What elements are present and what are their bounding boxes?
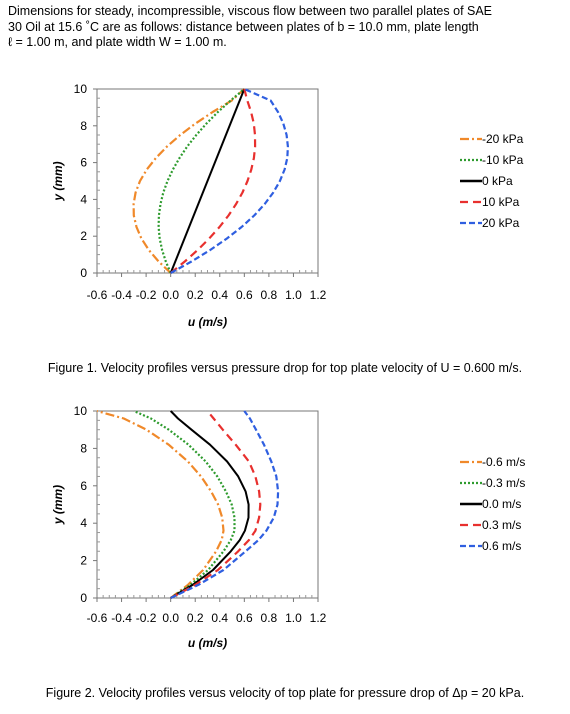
fig2-plot-frame (96, 410, 319, 599)
fig2-series-line-1 (96, 409, 225, 599)
fig1-x-tick-label: 0.6 (236, 288, 253, 302)
problem-statement-line-3: ℓ = 1.00 m, and plate width W = 1.00 m. (8, 35, 227, 49)
fig2-x-tick-label: 0.8 (261, 611, 278, 625)
figure-1-caption: Figure 1. Velocity profiles versus press… (47, 361, 523, 375)
fig2-x-tick-label: 0.4 (211, 611, 228, 625)
fig2-x-tick-label: -0.2 (136, 611, 157, 625)
fig1-x-tick-label: 0.4 (211, 288, 228, 302)
fig2-y-tick-label: 10 (74, 404, 88, 418)
fig2-y-axis-label: y (mm) (51, 485, 65, 525)
fig1-y-axis-label: y (mm) (51, 161, 65, 201)
fig2-series-line-5 (170, 410, 280, 599)
fig1-x-tick-label: 0.8 (261, 288, 278, 302)
figure-1-chart: -0.6 -0.4 -0.2 0.0 0.2 0.4 0.6 0.8 1.0 1.2 0 2 4 6 8 10… (51, 82, 524, 329)
fig1-y-tick-label: 8 (80, 119, 87, 133)
fig2-x-tick-label: 1.2 (310, 611, 327, 625)
fig1-x-tick-label: -0.2 (136, 288, 157, 302)
problem-statement-line-2: 30 Oil at 15.6 ˚C are as follows: distan… (8, 19, 479, 34)
fig1-x-tick-label: 0.0 (162, 288, 179, 302)
fig2-x-tick-label: 0.6 (236, 611, 253, 625)
fig1-series-line-2 (157, 88, 246, 274)
problem-statement-line-1: Dimensions for steady, incompressible, v… (8, 4, 493, 18)
fig1-series-line-1 (132, 88, 246, 274)
fig1-legend-label-2: -10 kPa (482, 153, 524, 167)
fig2-series-line-3 (169, 410, 250, 599)
fig2-legend-label-4: 0.3 m/s (482, 518, 521, 532)
fig2-legend-label-2: -0.3 m/s (482, 476, 525, 490)
fig2-x-tick-label: 0.2 (187, 611, 204, 625)
fig2-x-tick-label: -0.4 (111, 611, 132, 625)
fig2-series-line-4 (170, 410, 262, 599)
fig2-x-tick-label: 1.0 (285, 611, 302, 625)
fig2-x-tick-label: -0.6 (87, 611, 108, 625)
fig1-legend-label-4: 10 kPa (482, 195, 520, 209)
fig1-x-tick-label: -0.6 (87, 288, 108, 302)
fig1-y-tick-label: 0 (80, 266, 87, 280)
fig1-series-line-5 (170, 87, 289, 274)
fig1-series-line-4 (170, 88, 257, 274)
fig1-y-tick-label: 6 (80, 156, 87, 170)
fig1-x-tick-label: -0.4 (111, 288, 132, 302)
fig1-legend-label-3: 0 kPa (482, 174, 513, 188)
fig2-y-tick-label: 0 (80, 591, 87, 605)
fig2-x-axis-label: u (m/s) (188, 636, 227, 650)
fig1-y-tick-label: 4 (80, 192, 87, 206)
fig2-y-tick-label: 6 (80, 479, 87, 493)
fig2-legend-label-1: -0.6 m/s (482, 455, 525, 469)
fig2-series-line-2 (133, 409, 236, 599)
fig1-legend-label-5: 20 kPa (482, 216, 520, 230)
fig1-y-tick-label: 10 (74, 82, 88, 96)
fig1-legend-label-1: -20 kPa (482, 132, 524, 146)
fig1-y-tick-label: 2 (80, 229, 87, 243)
fig1-x-axis-label: u (m/s) (188, 315, 227, 329)
fig1-x-tick-label: 1.2 (310, 288, 327, 302)
fig2-x-tick-label: 0.0 (162, 611, 179, 625)
fig2-y-tick-label: 2 (80, 554, 87, 568)
fig2-legend-label-5: 0.6 m/s (482, 539, 521, 553)
fig2-y-tick-label: 8 (80, 441, 87, 455)
fig1-x-tick-label: 0.2 (187, 288, 204, 302)
fig1-series-line-3 (169, 88, 246, 274)
problem-statement: Dimensions for steady, incompressible, v… (8, 4, 564, 51)
fig1-x-tick-label: 1.0 (285, 288, 302, 302)
fig2-y-tick-label: 4 (80, 516, 87, 530)
figure-2-caption: Figure 2. Velocity profiles versus veloc… (45, 686, 525, 700)
fig2-legend-label-3: 0.0 m/s (482, 497, 521, 511)
